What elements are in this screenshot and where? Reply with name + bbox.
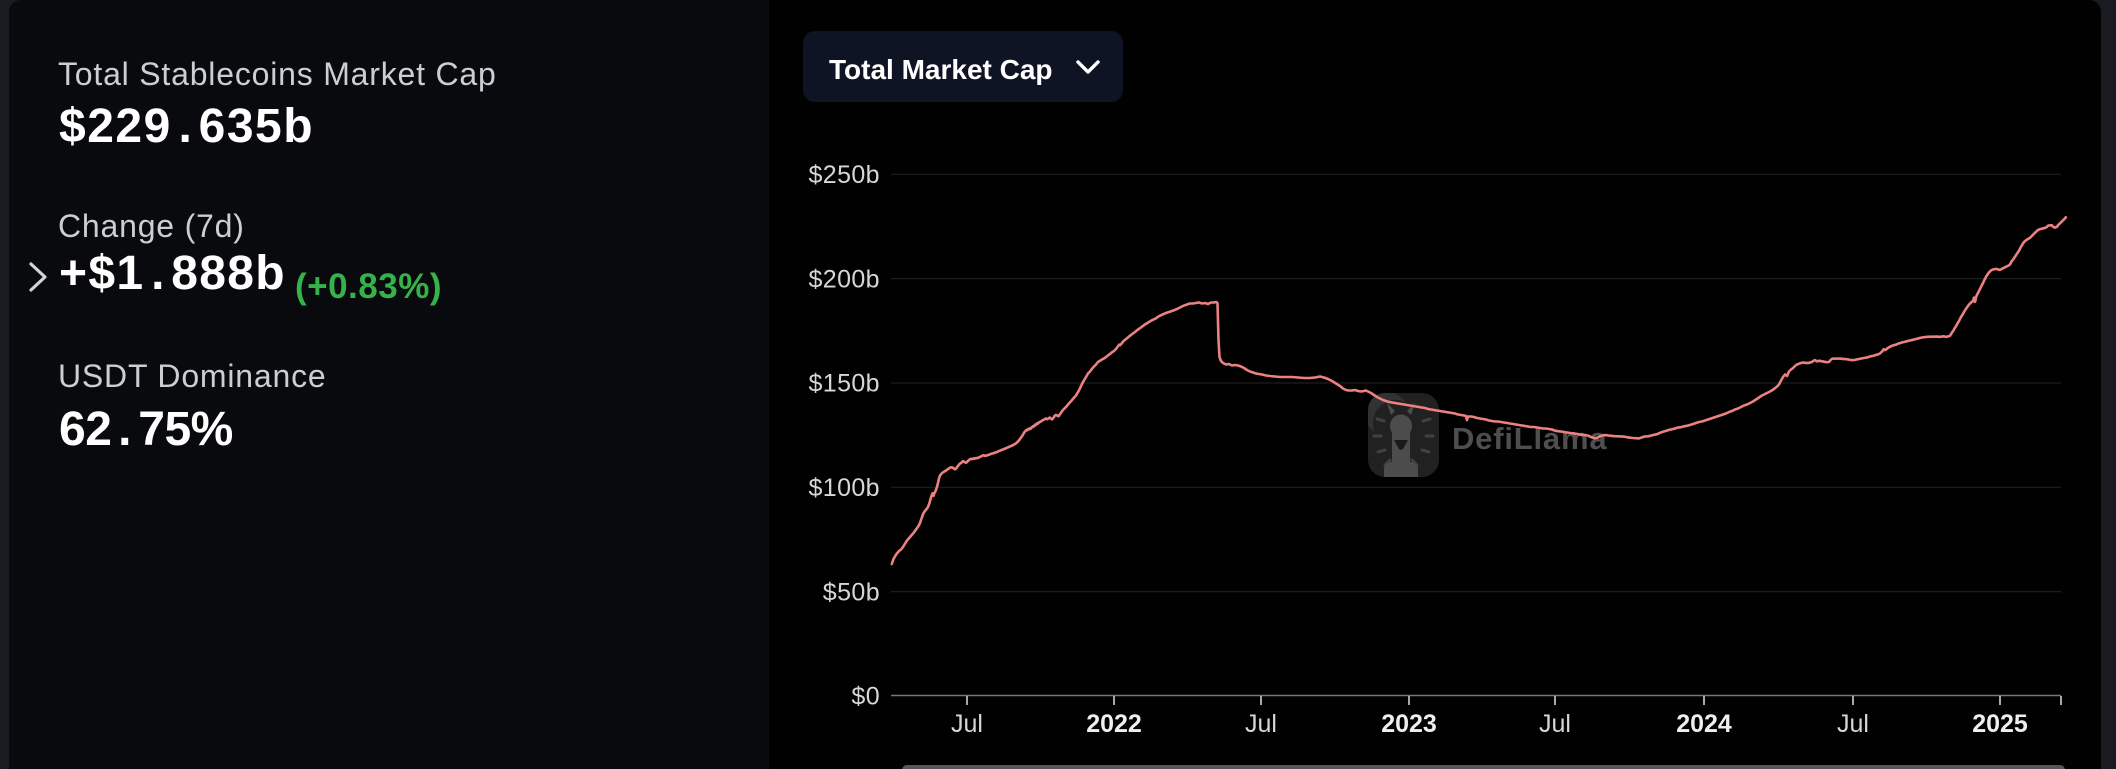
svg-text:2024: 2024: [1676, 710, 1732, 738]
svg-text:$100b: $100b: [808, 474, 880, 502]
svg-text:$150b: $150b: [808, 370, 880, 398]
svg-text:Jul: Jul: [951, 710, 983, 738]
svg-text:2023: 2023: [1381, 710, 1437, 738]
svg-text:$50b: $50b: [823, 578, 880, 606]
svg-text:$200b: $200b: [808, 265, 880, 293]
svg-text:Jul: Jul: [1245, 710, 1277, 738]
svg-text:2025: 2025: [1972, 710, 2028, 738]
svg-text:Jul: Jul: [1837, 710, 1869, 738]
svg-text:$0: $0: [851, 683, 880, 711]
svg-text:$250b: $250b: [808, 161, 880, 189]
svg-text:Jul: Jul: [1539, 710, 1571, 738]
svg-text:2022: 2022: [1086, 710, 1142, 738]
